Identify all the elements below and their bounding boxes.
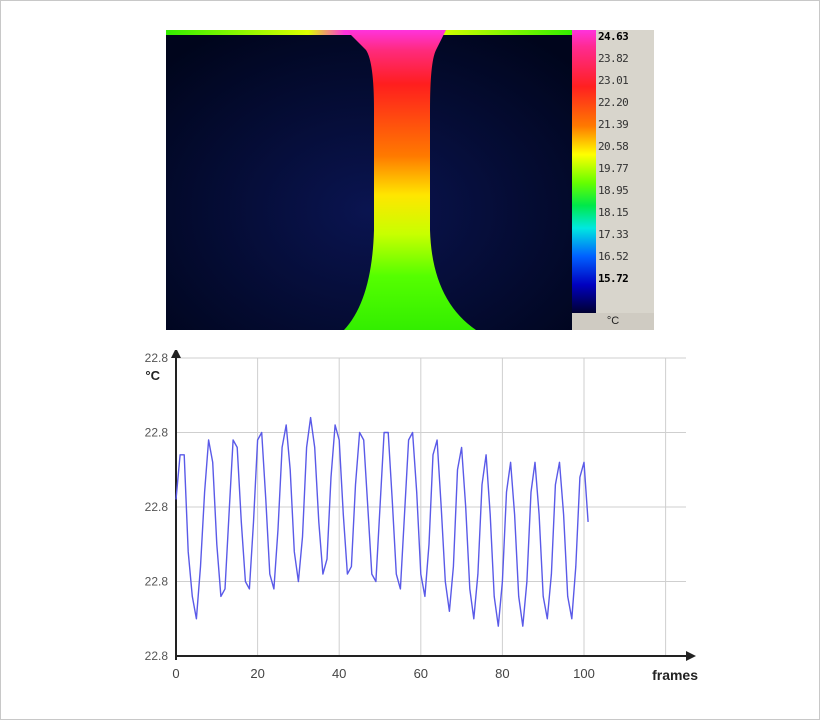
y-tick-label: 22.8 — [145, 649, 169, 663]
temperature-chart: 22.8 22.8 22.8 22.8 22.8 0 20 40 60 80 100 frames °C — [120, 350, 700, 700]
x-axis-label: frames — [652, 667, 698, 683]
scale-label: 17.33 — [598, 228, 629, 241]
scale-label: 16.52 — [598, 250, 629, 263]
x-tick-label: 60 — [414, 666, 428, 681]
scale-label: 22.20 — [598, 96, 629, 109]
scale-label: 24.63 — [598, 30, 629, 43]
x-tick-label: 40 — [332, 666, 346, 681]
scale-label: 23.01 — [598, 74, 629, 87]
x-tick-label: 80 — [495, 666, 509, 681]
scale-label: 21.39 — [598, 118, 629, 131]
scale-label: 15.72 — [598, 272, 629, 285]
y-tick-label: 22.8 — [145, 575, 169, 589]
x-tick-label: 100 — [573, 666, 595, 681]
chart-svg: 22.822.822.822.822.80 20 40 60 80 100 frames°C — [145, 350, 698, 683]
x-axis-arrow — [686, 651, 696, 661]
thermal-panel: 24.63 23.82 23.01 22.20 21.39 20.58 19.7… — [166, 30, 654, 330]
y-tick-label: 22.8 — [145, 500, 169, 514]
y-axis-arrow — [171, 350, 181, 358]
x-tick-label: 20 — [250, 666, 264, 681]
scale-label: 18.95 — [598, 184, 629, 197]
x-tick-label: 0 — [172, 666, 179, 681]
temperature-scale: 24.63 23.82 23.01 22.20 21.39 20.58 19.7… — [596, 30, 654, 313]
scale-label: 18.15 — [598, 206, 629, 219]
y-tick-label: 22.8 — [145, 426, 169, 440]
thermal-image — [166, 30, 572, 330]
y-axis-label: °C — [145, 368, 160, 383]
series-line — [175, 416, 589, 627]
scale-label: 20.58 — [598, 140, 629, 153]
scale-label: 23.82 — [598, 52, 629, 65]
color-scale-bar — [572, 30, 596, 313]
scale-label: 19.77 — [598, 162, 629, 175]
y-tick-label: 22.8 — [145, 351, 169, 365]
thermal-hot-stem — [344, 30, 476, 330]
unit-label: °C — [572, 313, 654, 329]
